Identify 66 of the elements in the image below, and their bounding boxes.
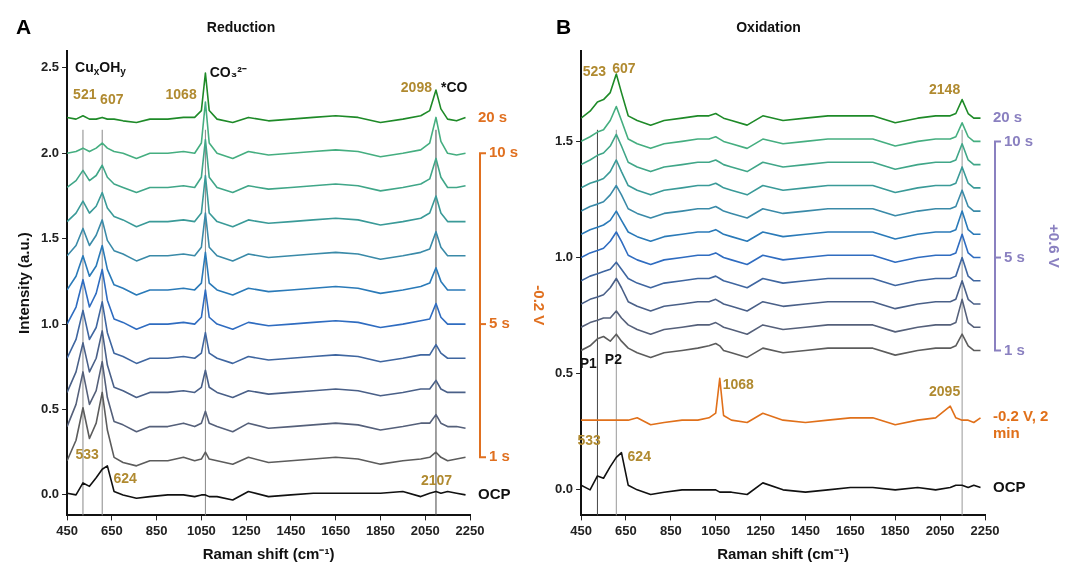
series-label: 1 s (1004, 340, 1025, 358)
text: A (16, 14, 32, 38)
x-tick-label: 450 (570, 522, 592, 538)
x-tick-label: 1250 (746, 522, 776, 538)
series-label: 5 s (489, 314, 510, 332)
x-tick-label: 850 (145, 522, 168, 538)
chart-title: Reduction (206, 19, 276, 36)
annotation: CO₃²⁻ (209, 63, 247, 80)
x-tick-label: 1250 (231, 522, 261, 538)
y2-axis-title: +0.6 V (1045, 224, 1063, 268)
y-tick-label: 2.5 (40, 59, 60, 75)
x-tick-label: 1650 (321, 522, 351, 538)
x-tick-label: 1050 (186, 522, 216, 538)
y-tick-label: 1.5 (554, 132, 574, 148)
annotation: 2148 (929, 81, 961, 98)
series-label: OCP (993, 477, 1026, 495)
series-label: -0.2 V, 2 min (993, 407, 1049, 442)
y-axis-title: Intensity (a.u.) (15, 232, 33, 334)
y-tick-label: 0.0 (40, 486, 60, 502)
x-tick-label: 1450 (276, 522, 306, 538)
annotation: 533 (75, 446, 100, 463)
x-axis-title: Raman shift (cm⁻¹) (717, 545, 849, 563)
series-label: 20 s (478, 107, 508, 125)
x-tick-label: 1050 (701, 522, 731, 538)
series-label: 1 s (489, 447, 510, 465)
x-tick-label: 2250 (970, 522, 1000, 538)
x-tick-label: 1450 (791, 522, 820, 538)
x-tick-label: 1850 (880, 522, 910, 538)
x-tick-label: 2050 (925, 522, 955, 538)
annotation: 607 (612, 60, 636, 77)
y2-axis-title: -0.2 V (530, 285, 548, 326)
annotation: *CO (441, 79, 468, 96)
y-tick-label: 1.0 (40, 315, 60, 331)
text: B (556, 14, 572, 38)
chart-title: Oxidation (736, 19, 801, 36)
x-tick-label: 1850 (366, 522, 395, 538)
series-label: OCP (478, 485, 511, 503)
series-label: 5 s (1004, 247, 1025, 265)
annotation: 1068 (722, 376, 754, 393)
y-tick-label: 0.5 (554, 365, 574, 381)
series-label: 10 s (1004, 131, 1034, 149)
x-tick-label: 2250 (455, 522, 485, 538)
x-tick-label: 650 (615, 522, 637, 538)
y-tick-label: 1.0 (554, 249, 574, 265)
y-tick-label: 0.5 (40, 401, 60, 417)
annotation: 2095 (929, 383, 961, 400)
annotation: 624 (627, 448, 652, 465)
x-tick-label: 1650 (835, 522, 865, 538)
annotation: 521 (73, 86, 97, 103)
x-axis-title: Raman shift (cm⁻¹) (202, 545, 335, 563)
x-tick-label: 2050 (410, 522, 440, 538)
annotation: 2107 (420, 471, 453, 488)
annotation: 607 (100, 91, 124, 108)
x-tick-label: 450 (56, 522, 78, 538)
annotation: 523 (582, 62, 607, 79)
annotation: 624 (113, 470, 137, 487)
annotation: 2098 (400, 79, 433, 96)
annotation: P2 (604, 350, 623, 367)
y-tick-label: 2.0 (40, 144, 60, 160)
y-tick-label: 0.0 (554, 481, 574, 497)
series-label: 20 s (993, 108, 1023, 126)
x-tick-label: 650 (100, 522, 123, 538)
series-label: 10 s (489, 143, 519, 161)
x-tick-label: 850 (659, 522, 682, 538)
annotation: 1068 (165, 86, 197, 103)
y-tick-label: 1.5 (40, 230, 60, 246)
